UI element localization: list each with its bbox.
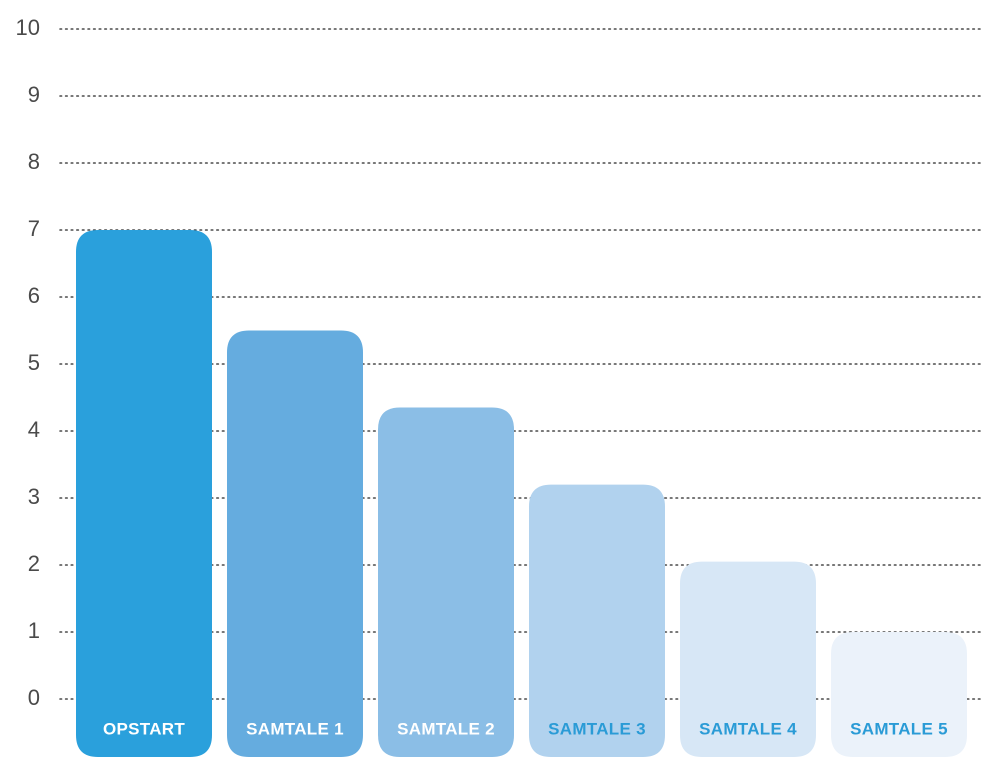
category-labels: OPSTART SAMTALE 1 SAMTALE 2 SAMTALE 3 SAMTAL… [103, 719, 948, 738]
category-label: SAMTALE 4 [699, 719, 797, 738]
y-tick-label: 3 [28, 484, 40, 509]
category-label: SAMTALE 3 [548, 719, 646, 738]
category-label: SAMTALE 1 [246, 719, 344, 738]
y-tick-label: 4 [28, 417, 40, 442]
y-tick-label: 5 [28, 350, 40, 375]
bar-2 [227, 330, 363, 757]
y-tick-label: 6 [28, 283, 40, 308]
y-tick-label: 9 [28, 82, 40, 107]
bar-1 [76, 230, 212, 757]
category-label: SAMTALE 2 [397, 719, 495, 738]
bar-4 [529, 484, 665, 757]
y-tick-label: 2 [28, 551, 40, 576]
category-label: SAMTALE 5 [850, 719, 948, 738]
gridlines [59, 28, 981, 700]
y-tick-label: 0 [28, 685, 40, 710]
bar-5 [680, 561, 816, 757]
y-tick-label: 7 [28, 216, 40, 241]
y-axis-ticks: 0 1 2 3 4 5 6 7 8 9 10 [16, 15, 40, 710]
category-label: OPSTART [103, 719, 185, 738]
bars [76, 230, 967, 757]
y-tick-label: 10 [16, 15, 40, 40]
y-tick-label: 1 [28, 618, 40, 643]
bar-6 [831, 632, 967, 757]
y-tick-label: 8 [28, 149, 40, 174]
bar-3 [378, 407, 514, 757]
